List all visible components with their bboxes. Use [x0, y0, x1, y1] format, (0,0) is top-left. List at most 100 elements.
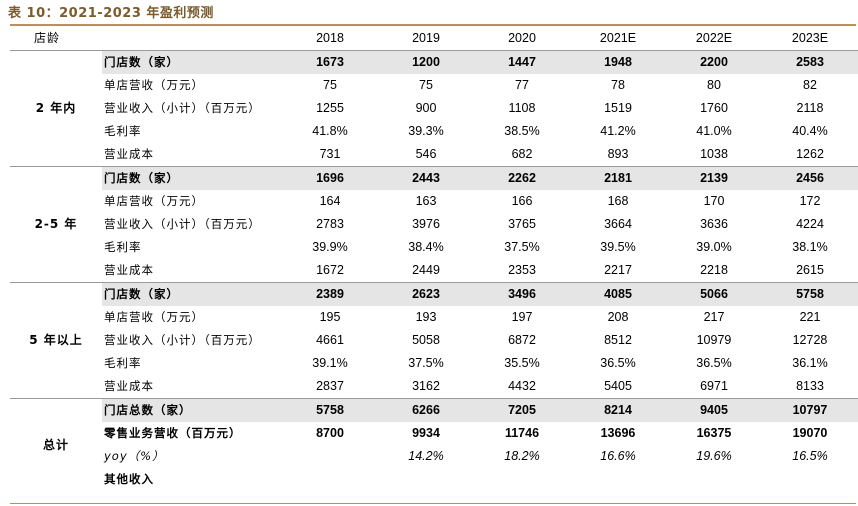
table-cell: 1673 [282, 50, 378, 74]
table-row: 营业成本 2837 3162 4432 5405 6971 8133 [10, 375, 858, 399]
table-cell: 195 [319, 310, 341, 324]
table-cell: 10979 [696, 333, 732, 347]
table-cell: 82 [803, 78, 817, 92]
table-cell: 41.0% [696, 124, 732, 138]
row-label: 营业成本 [104, 263, 154, 277]
table-cell: 38.1% [792, 240, 828, 254]
table-cell: 682 [511, 147, 533, 161]
table-cell: 40.4% [792, 124, 828, 138]
table-cell: 39.5% [600, 240, 636, 254]
table-cell: 8133 [796, 379, 824, 393]
table-cell: 208 [607, 310, 629, 324]
year-header: 2023E [791, 31, 829, 45]
table-cell: 11746 [504, 426, 540, 440]
row-label: 营业收入（小计）（百万元） [104, 217, 261, 231]
table-cell [570, 468, 666, 491]
group-label: 2-5 年 [10, 166, 102, 283]
table-cell [762, 468, 858, 491]
table-row: 5 年以上 门店数（家） 2389 2623 3496 4085 5066 5758 [10, 282, 858, 399]
table-cell: 3976 [412, 217, 440, 231]
table-cell: 77 [515, 78, 529, 92]
table-row: 毛利率 41.8% 39.3% 38.5% 41.2% 41.0% 40.4% [10, 120, 858, 143]
header-spacer [102, 26, 282, 51]
table-cell [666, 468, 762, 491]
top-rule [10, 24, 856, 26]
table-row: 营业成本 1672 2449 2353 2217 2218 2615 [10, 259, 858, 283]
group-label: 2 年内 [10, 50, 102, 167]
table-cell: 193 [415, 310, 437, 324]
table-cell: 1672 [316, 263, 344, 277]
table-cell: 1200 [378, 50, 474, 74]
row-label: 毛利率 [104, 240, 142, 254]
table-cell: 2200 [666, 50, 762, 74]
table-cell: 4224 [796, 217, 824, 231]
table-cell: 2118 [796, 101, 824, 115]
row-label: 毛利率 [104, 356, 142, 370]
table-cell: 10797 [762, 398, 858, 422]
table-cell: 168 [607, 194, 629, 208]
table-cell: 1108 [508, 101, 536, 115]
table-cell: 13696 [600, 426, 636, 440]
table-cell: 14.2% [408, 449, 444, 463]
table-row: 其他收入 [10, 468, 858, 491]
row-label: 门店数（家） [102, 50, 282, 74]
row-label: yoy（%） [104, 449, 165, 463]
table-cell: 2262 [474, 166, 570, 190]
table-cell: 35.5% [504, 356, 540, 370]
table-cell: 2139 [666, 166, 762, 190]
table-cell: 5405 [604, 379, 632, 393]
table-cell: 75 [323, 78, 337, 92]
table-cell: 1038 [700, 147, 728, 161]
year-header: 2021E [599, 31, 637, 45]
table-cell: 3162 [412, 379, 440, 393]
table-cell: 172 [799, 194, 821, 208]
table-cell: 163 [415, 194, 437, 208]
table-cell: 18.2% [504, 449, 540, 463]
table-row: 总计 门店总数（家） 5758 6266 7205 8214 9405 10797 [10, 398, 858, 491]
profit-forecast-table: 店龄 2018 2019 2020 2021E 2022E 2023E 2 年内… [10, 26, 858, 491]
row-label: 营业成本 [104, 379, 154, 393]
group-label: 总计 [10, 398, 102, 491]
table-row: 营业成本 731 546 682 893 1038 1262 [10, 143, 858, 167]
table-cell: 170 [703, 194, 725, 208]
table-cell: 2217 [604, 263, 632, 277]
table-cell: 2615 [796, 263, 824, 277]
table-cell: 8700 [316, 426, 344, 440]
table-cell: 6971 [700, 379, 728, 393]
table-cell: 7205 [474, 398, 570, 422]
table-cell: 12728 [792, 333, 828, 347]
table-cell: 5066 [666, 282, 762, 306]
table-cell: 2353 [508, 263, 536, 277]
table-cell: 731 [319, 147, 341, 161]
table-cell: 2389 [282, 282, 378, 306]
table-cell: 9934 [412, 426, 440, 440]
table-cell: 16375 [696, 426, 732, 440]
bottom-rule [10, 503, 856, 504]
year-header: 2018 [316, 31, 344, 45]
table-cell: 2181 [570, 166, 666, 190]
table-cell: 39.9% [312, 240, 348, 254]
row-label: 门店总数（家） [102, 398, 282, 422]
table-cell: 2443 [378, 166, 474, 190]
table-cell: 1262 [796, 147, 824, 161]
table-cell: 37.5% [408, 356, 444, 370]
table-cell: 1696 [282, 166, 378, 190]
row-label: 毛利率 [104, 124, 142, 138]
row-label: 单店营收（万元） [104, 194, 204, 208]
table-cell: 2449 [412, 263, 440, 277]
table-cell: 2583 [762, 50, 858, 74]
table-cell: 5758 [282, 398, 378, 422]
table-cell: 36.5% [600, 356, 636, 370]
table-cell: 1519 [604, 101, 632, 115]
row-label: 营业收入（小计）（百万元） [104, 101, 261, 115]
table-cell [282, 445, 378, 468]
table-cell: 16.5% [792, 449, 828, 463]
table-cell: 2456 [762, 166, 858, 190]
table-cell [474, 468, 570, 491]
table-cell: 41.2% [600, 124, 636, 138]
table-cell: 3496 [474, 282, 570, 306]
table-cell: 19070 [792, 426, 828, 440]
table-cell: 2623 [378, 282, 474, 306]
table-cell: 6266 [378, 398, 474, 422]
year-header: 2019 [412, 31, 440, 45]
